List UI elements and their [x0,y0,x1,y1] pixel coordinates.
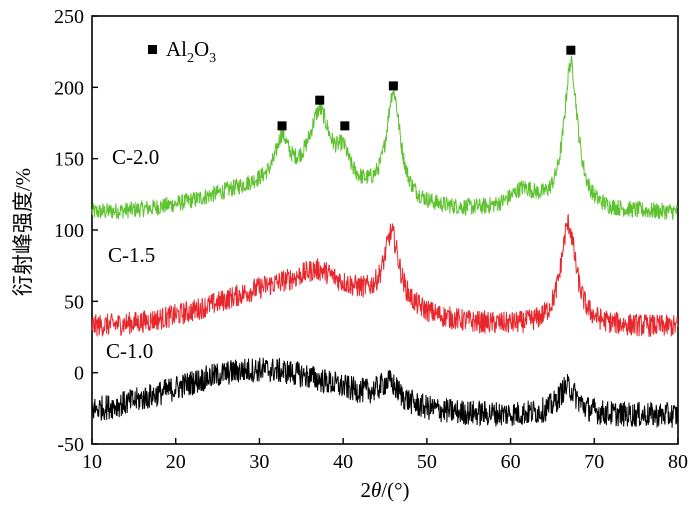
legend: Al2O3 [148,37,216,66]
y-tick-label: 0 [74,363,84,385]
series-c10 [91,357,679,428]
x-axis-label-var: θ [371,478,381,502]
y-tick-label: -50 [57,434,84,456]
legend-label-sub2: 3 [209,51,216,66]
al2o3-peak-marker [388,81,398,91]
y-tick-label: 150 [54,149,84,171]
x-ticks: 10 20 30 40 50 60 70 80 [82,438,688,473]
legend-label: Al2O3 [166,37,216,66]
legend-label-o: O [194,37,209,61]
series-c20 [91,55,679,221]
y-tick-label: 200 [54,77,84,99]
legend-label-sub1: 2 [187,51,194,66]
al2o3-peak-marker [340,121,350,131]
x-tick-label: 80 [668,451,688,473]
legend-label-al: Al [166,37,187,61]
x-tick-label: 70 [584,451,604,473]
x-axis-label: 2θ/(°) [360,478,409,502]
x-axis-label-prefix: 2 [360,478,371,502]
series-c15 [91,213,679,337]
al2o3-peak-marker [566,45,576,55]
y-tick-label: 50 [64,291,84,313]
al2o3-peak-marker [315,95,325,105]
x-axis-label-unit: /(°) [381,478,409,502]
x-tick-label: 60 [501,451,521,473]
x-tick-label: 20 [166,451,186,473]
x-tick-label: 50 [417,451,437,473]
y-ticks: -50 0 50 100 150 200 250 [54,6,98,456]
x-tick-label: 40 [333,451,353,473]
series-label-c15: C-1.5 [108,243,155,267]
y-axis-label: 衍射峰强度/% [11,168,35,296]
x-tick-label: 30 [249,451,269,473]
peak-markers [277,45,576,131]
legend-marker [148,45,157,54]
y-tick-label: 100 [54,220,84,242]
series-label-c10: C-1.0 [106,339,153,363]
series-label-c20: C-2.0 [112,145,159,169]
al2o3-peak-marker [277,121,287,131]
x-tick-label: 10 [82,451,102,473]
series-layer [91,55,679,428]
y-tick-label: 250 [54,6,84,28]
